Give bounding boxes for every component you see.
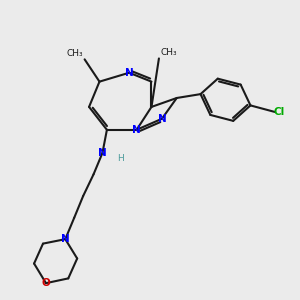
Text: CH₃: CH₃ — [67, 49, 83, 58]
Text: N: N — [98, 148, 107, 158]
Text: Cl: Cl — [274, 107, 285, 117]
Text: N: N — [132, 125, 141, 135]
Text: CH₃: CH₃ — [160, 48, 177, 57]
Text: N: N — [125, 68, 134, 78]
Text: H: H — [117, 154, 124, 163]
Text: O: O — [42, 278, 50, 288]
Text: N: N — [61, 234, 70, 244]
Text: N: N — [158, 114, 166, 124]
